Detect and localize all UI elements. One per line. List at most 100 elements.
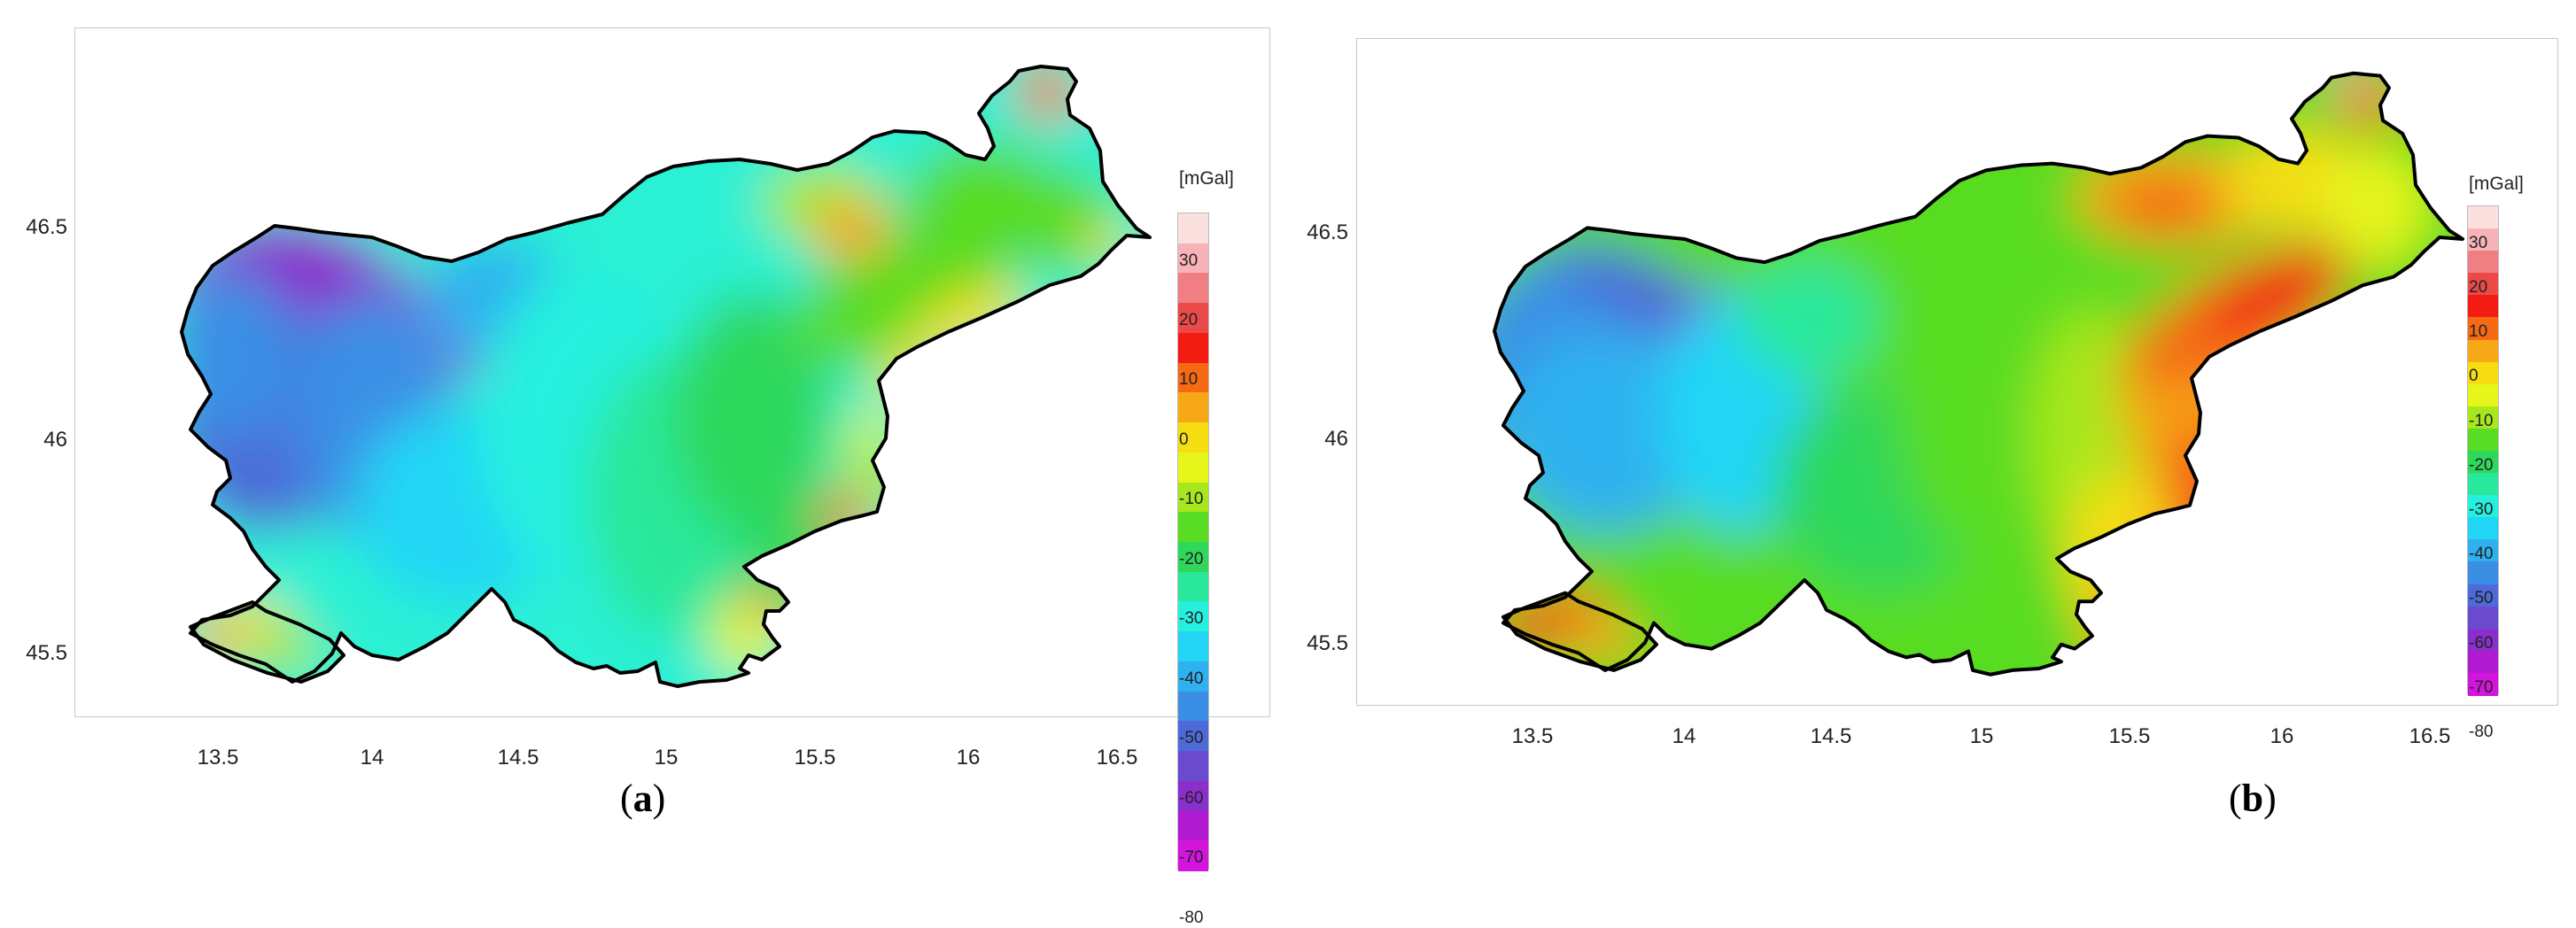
anomaly-zone (2323, 146, 2429, 267)
legend-tick-label: -50 (2469, 589, 2494, 608)
legend-color-cell (1178, 571, 1208, 603)
anomaly-zone (2110, 176, 2216, 237)
x-tick-label: 13.5 (1511, 724, 1554, 748)
legend-color-cell (1178, 273, 1208, 304)
y-tick-label: 45.5 (26, 641, 67, 665)
legend-tick-label: 30 (1179, 251, 1199, 270)
legend-color-cell (2468, 251, 2498, 274)
legend-color-cell (1178, 542, 1208, 573)
legend-unit-label: [mGal] (2469, 174, 2524, 194)
legend-color-cell (2468, 406, 2498, 429)
anomaly-zone (244, 629, 323, 673)
legend-tick-label: -70 (1179, 848, 1204, 868)
legend-tick-label: 10 (1179, 370, 1199, 390)
x-tick-label: 15.5 (794, 746, 836, 769)
anomaly-zone (673, 292, 833, 540)
anomaly-zone (2206, 246, 2351, 338)
x-tick-label: 15 (654, 746, 679, 769)
legend-color-cell (2468, 517, 2498, 540)
gravity-anomaly-map-a (180, 65, 1152, 688)
legend-tick-label: -20 (1179, 549, 1204, 568)
country-border (1501, 591, 1658, 672)
legend-color-cell (1178, 213, 1208, 244)
legend-color-cell (2468, 428, 2498, 452)
country-border (189, 600, 345, 684)
legend-color-cell (1178, 422, 1208, 453)
legend-color-cell (2468, 606, 2498, 630)
legend-color-cell (2468, 584, 2498, 607)
legend-tick-label: -40 (1179, 669, 1204, 688)
legend-color-cell (1178, 362, 1208, 393)
x-tick-label: 14 (360, 746, 384, 769)
anomaly-zone (709, 602, 780, 673)
anomaly-zone (1738, 258, 1880, 379)
legend-color-cell (1178, 691, 1208, 722)
legend-tick-label: -70 (2469, 677, 2494, 697)
legend-tick-label: -30 (1179, 609, 1204, 629)
legend-color-cell (2468, 495, 2498, 518)
legend-color-cell (1178, 512, 1208, 543)
legend-tick-label: -20 (2469, 455, 2494, 475)
anomaly-zone (2336, 81, 2407, 125)
legend-color-cell (2468, 561, 2498, 585)
legend-color-cell (1178, 601, 1208, 632)
legend-color-cell (2468, 273, 2498, 296)
anomaly-zone (1565, 618, 1645, 662)
x-tick-label: 16 (2270, 724, 2294, 748)
panel-caption-a: (a) (620, 777, 666, 820)
legend-color-cell (2468, 228, 2498, 251)
y-tick-label: 46 (1324, 427, 1348, 451)
x-tick-label: 13.5 (197, 746, 239, 769)
x-tick-label: 16.5 (1096, 746, 1138, 769)
anomaly-zone (1499, 326, 1711, 533)
x-tick-label: 15 (1969, 724, 1994, 748)
legend-tick-label: 20 (1179, 310, 1199, 329)
legend-tick-label: -10 (2469, 411, 2494, 430)
gravity-anomaly-map-b (1493, 71, 2464, 677)
legend-tick-label: 20 (2469, 278, 2488, 298)
x-tick-label: 14 (1672, 724, 1696, 748)
x-tick-label: 16.5 (2409, 724, 2451, 748)
legend-color-cell (1178, 810, 1208, 841)
legend-unit-label: [mGal] (1179, 168, 1234, 189)
legend-tick-label: 0 (1179, 429, 1189, 449)
legend-tick-label: -60 (2469, 633, 2494, 653)
legend-color-cell (1178, 780, 1208, 812)
x-tick-label: 16 (956, 746, 981, 769)
legend-color-bar (1177, 213, 1209, 871)
legend-color-cell (2468, 361, 2498, 385)
y-tick-label: 46.5 (1307, 220, 1348, 244)
legend-color-cell (1178, 243, 1208, 275)
legend-color-cell (1178, 482, 1208, 513)
y-tick-label: 46 (43, 428, 67, 452)
legend-tick-label: -60 (1179, 788, 1204, 808)
anomaly-field (1494, 73, 2463, 675)
legend-tick-label: -80 (2469, 722, 2494, 741)
legend-color-cell (1178, 751, 1208, 782)
map-panel-b: 46.5 46 45.5 13.5 14 14.5 15 15.5 16 16.… (1288, 0, 2576, 851)
anomaly-zone (1019, 75, 1081, 120)
legend-color-cell (1178, 631, 1208, 662)
country-border (1493, 71, 2464, 677)
x-tick-label: 14.5 (497, 746, 539, 769)
legend-color-cell (1178, 303, 1208, 334)
y-tick-label: 46.5 (26, 215, 67, 239)
legend-color-cell (1178, 661, 1208, 692)
anomaly-zone (811, 199, 890, 261)
legend-tick-label: -50 (1179, 729, 1204, 748)
map-panel-a: 46.5 46 45.5 13.5 14 14.5 15 15.5 16 16.… (0, 0, 1288, 927)
legend-color-cell (2468, 539, 2498, 563)
x-tick-label: 14.5 (1810, 724, 1852, 748)
y-tick-label: 45.5 (1307, 631, 1348, 655)
legend-tick-label: 30 (2469, 233, 2488, 252)
panel-caption-b: (b) (2229, 777, 2277, 820)
legend-color-cell (2468, 628, 2498, 652)
legend-tick-label: 10 (2469, 322, 2488, 342)
legend-tick-label: 0 (2469, 367, 2479, 386)
legend-tick-label: -80 (1179, 908, 1204, 927)
legend-color-cell (1178, 332, 1208, 364)
legend-color-cell (2468, 451, 2498, 474)
legend-tick-label: -10 (1179, 490, 1204, 509)
legend-color-cell (2468, 672, 2498, 696)
country-border (180, 65, 1152, 688)
